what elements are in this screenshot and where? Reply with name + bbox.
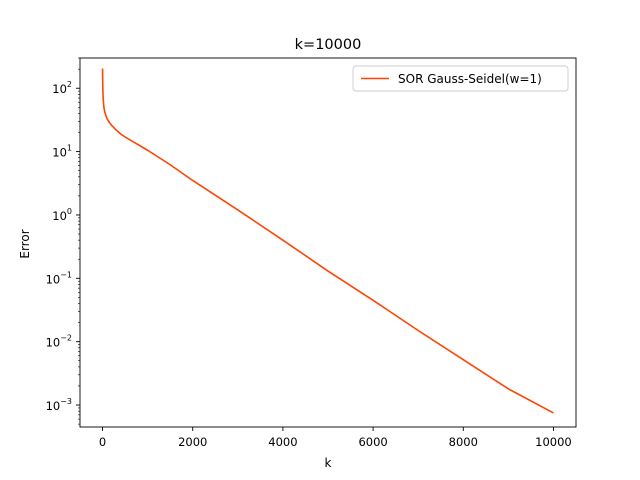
y-tick-label: 10−3 bbox=[46, 397, 72, 413]
series-line-0 bbox=[101, 68, 554, 414]
x-tick-label: 2000 bbox=[178, 435, 207, 449]
y-axis-label: Error bbox=[18, 229, 32, 258]
y-tick-label-base: 10 bbox=[52, 146, 67, 160]
legend-label: SOR Gauss-Seidel(w=1) bbox=[398, 72, 542, 86]
x-tick-label: 6000 bbox=[358, 435, 387, 449]
y-tick-label-exponent: 0 bbox=[67, 207, 72, 216]
y-tick-label-base: 10 bbox=[46, 272, 61, 286]
y-tick-label-exponent: −2 bbox=[60, 334, 72, 343]
y-tick-label-exponent: −1 bbox=[60, 270, 72, 279]
y-tick-label-base: 10 bbox=[46, 336, 61, 350]
y-tick-label: 10−1 bbox=[46, 270, 72, 286]
y-tick-label-base: 10 bbox=[52, 82, 67, 96]
y-tick-label-exponent: 1 bbox=[67, 144, 72, 153]
x-axis-label: k bbox=[325, 456, 332, 470]
legend-box bbox=[352, 65, 569, 92]
x-tick-label: 0 bbox=[99, 435, 106, 449]
x-tick-label: 10000 bbox=[535, 435, 572, 449]
y-tick-label-base: 10 bbox=[52, 209, 67, 223]
x-tick-label: 8000 bbox=[449, 435, 478, 449]
y-tick-label: 100 bbox=[52, 207, 72, 223]
y-tick-label-base: 10 bbox=[46, 399, 61, 413]
y-tick-label: 101 bbox=[52, 144, 72, 160]
x-tick-label: 4000 bbox=[268, 435, 297, 449]
y-tick-label-exponent: −3 bbox=[60, 397, 72, 406]
axes-frame bbox=[79, 57, 577, 428]
y-tick-label-exponent: 2 bbox=[67, 80, 72, 89]
plot-area: 0 2000 4000 6000 8000 1000010210110010−110−21… bbox=[46, 57, 577, 449]
chart-title: k=10000 bbox=[295, 37, 362, 53]
y-tick-label: 102 bbox=[52, 80, 72, 96]
y-tick-label: 10−2 bbox=[46, 334, 72, 350]
